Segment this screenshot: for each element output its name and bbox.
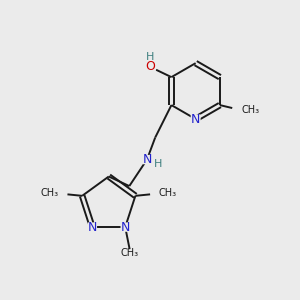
Text: N: N [191, 112, 200, 126]
Text: CH₃: CH₃ [159, 188, 177, 198]
Text: N: N [88, 220, 97, 234]
FancyBboxPatch shape [142, 155, 152, 164]
Text: N: N [121, 220, 130, 234]
Text: N: N [142, 153, 152, 166]
Text: O: O [145, 60, 155, 73]
Text: CH₃: CH₃ [121, 248, 139, 258]
FancyBboxPatch shape [88, 222, 97, 232]
FancyBboxPatch shape [146, 62, 155, 71]
FancyBboxPatch shape [121, 222, 130, 232]
Text: H: H [154, 159, 162, 169]
Text: CH₃: CH₃ [40, 188, 58, 198]
Text: CH₃: CH₃ [241, 104, 259, 115]
FancyBboxPatch shape [190, 114, 201, 124]
Text: H: H [146, 52, 154, 61]
